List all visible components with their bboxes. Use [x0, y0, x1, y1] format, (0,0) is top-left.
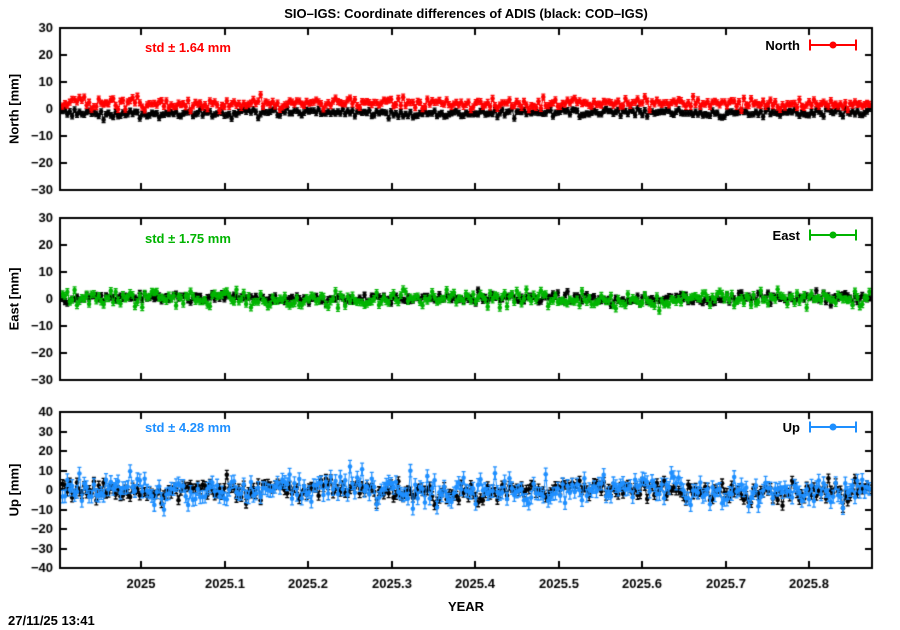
std-annotation-north: std ± 1.64 mm	[145, 40, 231, 55]
legend-errorbar-glyph-up-icon	[809, 421, 857, 433]
legend-errorbar-glyph-north-icon	[809, 39, 857, 51]
std-annotation-east: std ± 1.75 mm	[145, 231, 231, 246]
y-axis-label-north: North [mm]	[6, 73, 22, 145]
std-annotation-up: std ± 4.28 mm	[145, 420, 231, 435]
chart-title: SIO–IGS: Coordinate differences of ADIS …	[284, 6, 648, 21]
legend-label-north: North	[765, 38, 800, 53]
y-axis-label-up: Up [mm]	[6, 463, 22, 517]
plot-timestamp: 27/11/25 13:41	[8, 613, 95, 628]
legend-label-up: Up	[782, 420, 800, 435]
y-axis-label-east: East [mm]	[6, 267, 22, 331]
legend-errorbar-glyph-east-icon	[809, 229, 857, 241]
legend-label-east: East	[772, 228, 800, 243]
x-axis-label: YEAR	[447, 599, 485, 614]
